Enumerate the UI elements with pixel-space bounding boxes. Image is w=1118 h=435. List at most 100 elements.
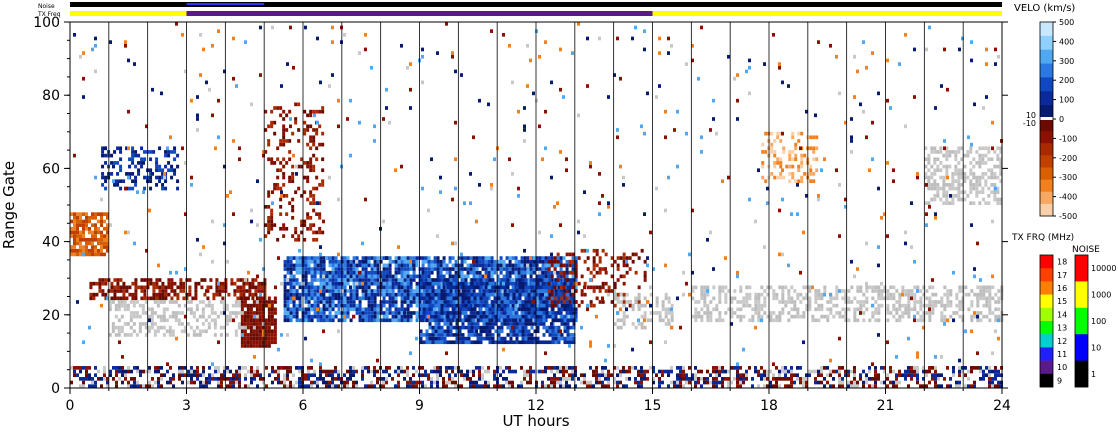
echo-point-687	[694, 373, 697, 378]
echo-point-4463	[631, 259, 635, 264]
echo-point-3068	[475, 263, 479, 268]
echo-point-4868	[886, 289, 890, 293]
echo-point-492	[514, 369, 517, 374]
echo-point-4735	[805, 303, 809, 308]
echo-point-4899	[904, 289, 908, 293]
echo-point-4331	[550, 292, 554, 297]
echo-point-684	[694, 384, 697, 388]
echo-point-2355	[337, 270, 341, 275]
echo-point-88	[154, 380, 157, 385]
echo-point-4523	[649, 311, 653, 315]
echo-point-4824	[862, 311, 866, 315]
echo-point-4683	[772, 311, 776, 315]
echo-point-928	[916, 369, 919, 374]
echo-point-1989	[306, 197, 310, 202]
echo-point-1824	[267, 344, 271, 348]
echo-point-3967	[497, 285, 501, 290]
echo-point-2247	[319, 314, 323, 319]
echo-point-873	[865, 377, 868, 381]
echo-point-651	[664, 369, 667, 374]
echo-point-1076	[85, 215, 88, 220]
echo-point-3269	[514, 256, 518, 260]
echo-point-107	[172, 377, 175, 381]
echo-point-1374	[170, 285, 174, 290]
echo-point-4276	[566, 340, 570, 345]
echo-point-2084	[286, 289, 290, 293]
echo-point-3694	[440, 292, 444, 297]
echo-point-3034	[469, 270, 473, 275]
echo-point-176	[232, 380, 235, 385]
echo-point-1904	[279, 226, 283, 231]
echo-point-2414	[349, 292, 353, 297]
echo-point-3907	[485, 307, 489, 312]
echo-point-178	[232, 373, 235, 378]
echo-point-1397	[188, 278, 192, 282]
echo-point-2566	[379, 311, 383, 315]
echo-point-3861	[476, 325, 480, 330]
echo-point-1954	[291, 164, 295, 169]
echo-point-4066	[521, 336, 525, 341]
echo-point-347	[382, 377, 385, 381]
echo-point-243	[295, 380, 298, 385]
echo-point-649	[661, 373, 664, 378]
echo-point-2423	[352, 307, 356, 312]
echo-point-4250	[557, 281, 561, 286]
echo-point-1846	[270, 307, 274, 312]
echo-point-4112	[527, 285, 531, 290]
echo-point-3943	[494, 340, 498, 345]
echo-point-77	[139, 369, 142, 374]
echo-point-2808	[424, 267, 428, 271]
echo-point-2295	[328, 314, 332, 319]
echo-point-4648	[751, 314, 755, 319]
echo-point-3901	[485, 333, 489, 337]
echo-point-1993	[306, 161, 310, 165]
echo-point-4485	[616, 296, 620, 301]
echo-point-2210	[310, 270, 314, 275]
echo-point-790	[787, 384, 790, 388]
echo-point-3776	[458, 314, 462, 319]
echo-point-263	[307, 366, 310, 370]
echo-point-988	[982, 377, 985, 381]
echo-point-2101	[289, 281, 293, 286]
echo-point-2723	[406, 256, 410, 260]
echo-point-2657	[397, 318, 401, 323]
echo-point-2854	[433, 256, 437, 260]
echo-point-3622	[428, 322, 432, 326]
echo-point-4524	[649, 292, 653, 297]
echo-point-3939	[491, 292, 495, 297]
echo-point-4443	[616, 256, 620, 260]
echo-point-3124	[487, 296, 491, 301]
echo-point-685	[694, 380, 697, 385]
echo-point-1786	[255, 296, 259, 301]
echo-point-2518	[370, 311, 374, 315]
echo-point-3671	[437, 314, 441, 319]
echo-point-1890	[273, 186, 277, 191]
echo-point-2189	[307, 296, 311, 301]
echo-point-4009	[506, 285, 510, 290]
echo-point-3378	[535, 267, 539, 271]
echo-point-404	[436, 373, 439, 378]
echo-point-2245	[316, 256, 320, 260]
echo-point-1923	[282, 157, 286, 162]
echo-point-1745	[246, 325, 250, 330]
echo-point-4892	[901, 303, 905, 308]
echo-point-4385	[583, 281, 587, 286]
echo-point-2254	[319, 285, 323, 290]
echo-point-3783	[458, 285, 462, 290]
echo-point-4476	[643, 270, 647, 275]
echo-point-1492	[114, 325, 118, 330]
echo-point-4595	[715, 318, 719, 323]
echo-point-597	[607, 373, 610, 378]
echo-point-2049	[318, 124, 322, 129]
echo-point-494	[520, 384, 523, 388]
echo-point-2013	[309, 109, 313, 114]
echo-point-929	[916, 366, 919, 370]
echo-point-4155	[539, 318, 543, 323]
echo-point-4726	[796, 292, 800, 297]
echo-point-3992	[503, 292, 507, 297]
echo-point-4393	[589, 285, 593, 290]
echo-point-1931	[282, 109, 286, 114]
echo-point-4716	[790, 285, 794, 290]
echo-point-4309	[572, 336, 576, 341]
echo-point-4699	[781, 296, 785, 301]
